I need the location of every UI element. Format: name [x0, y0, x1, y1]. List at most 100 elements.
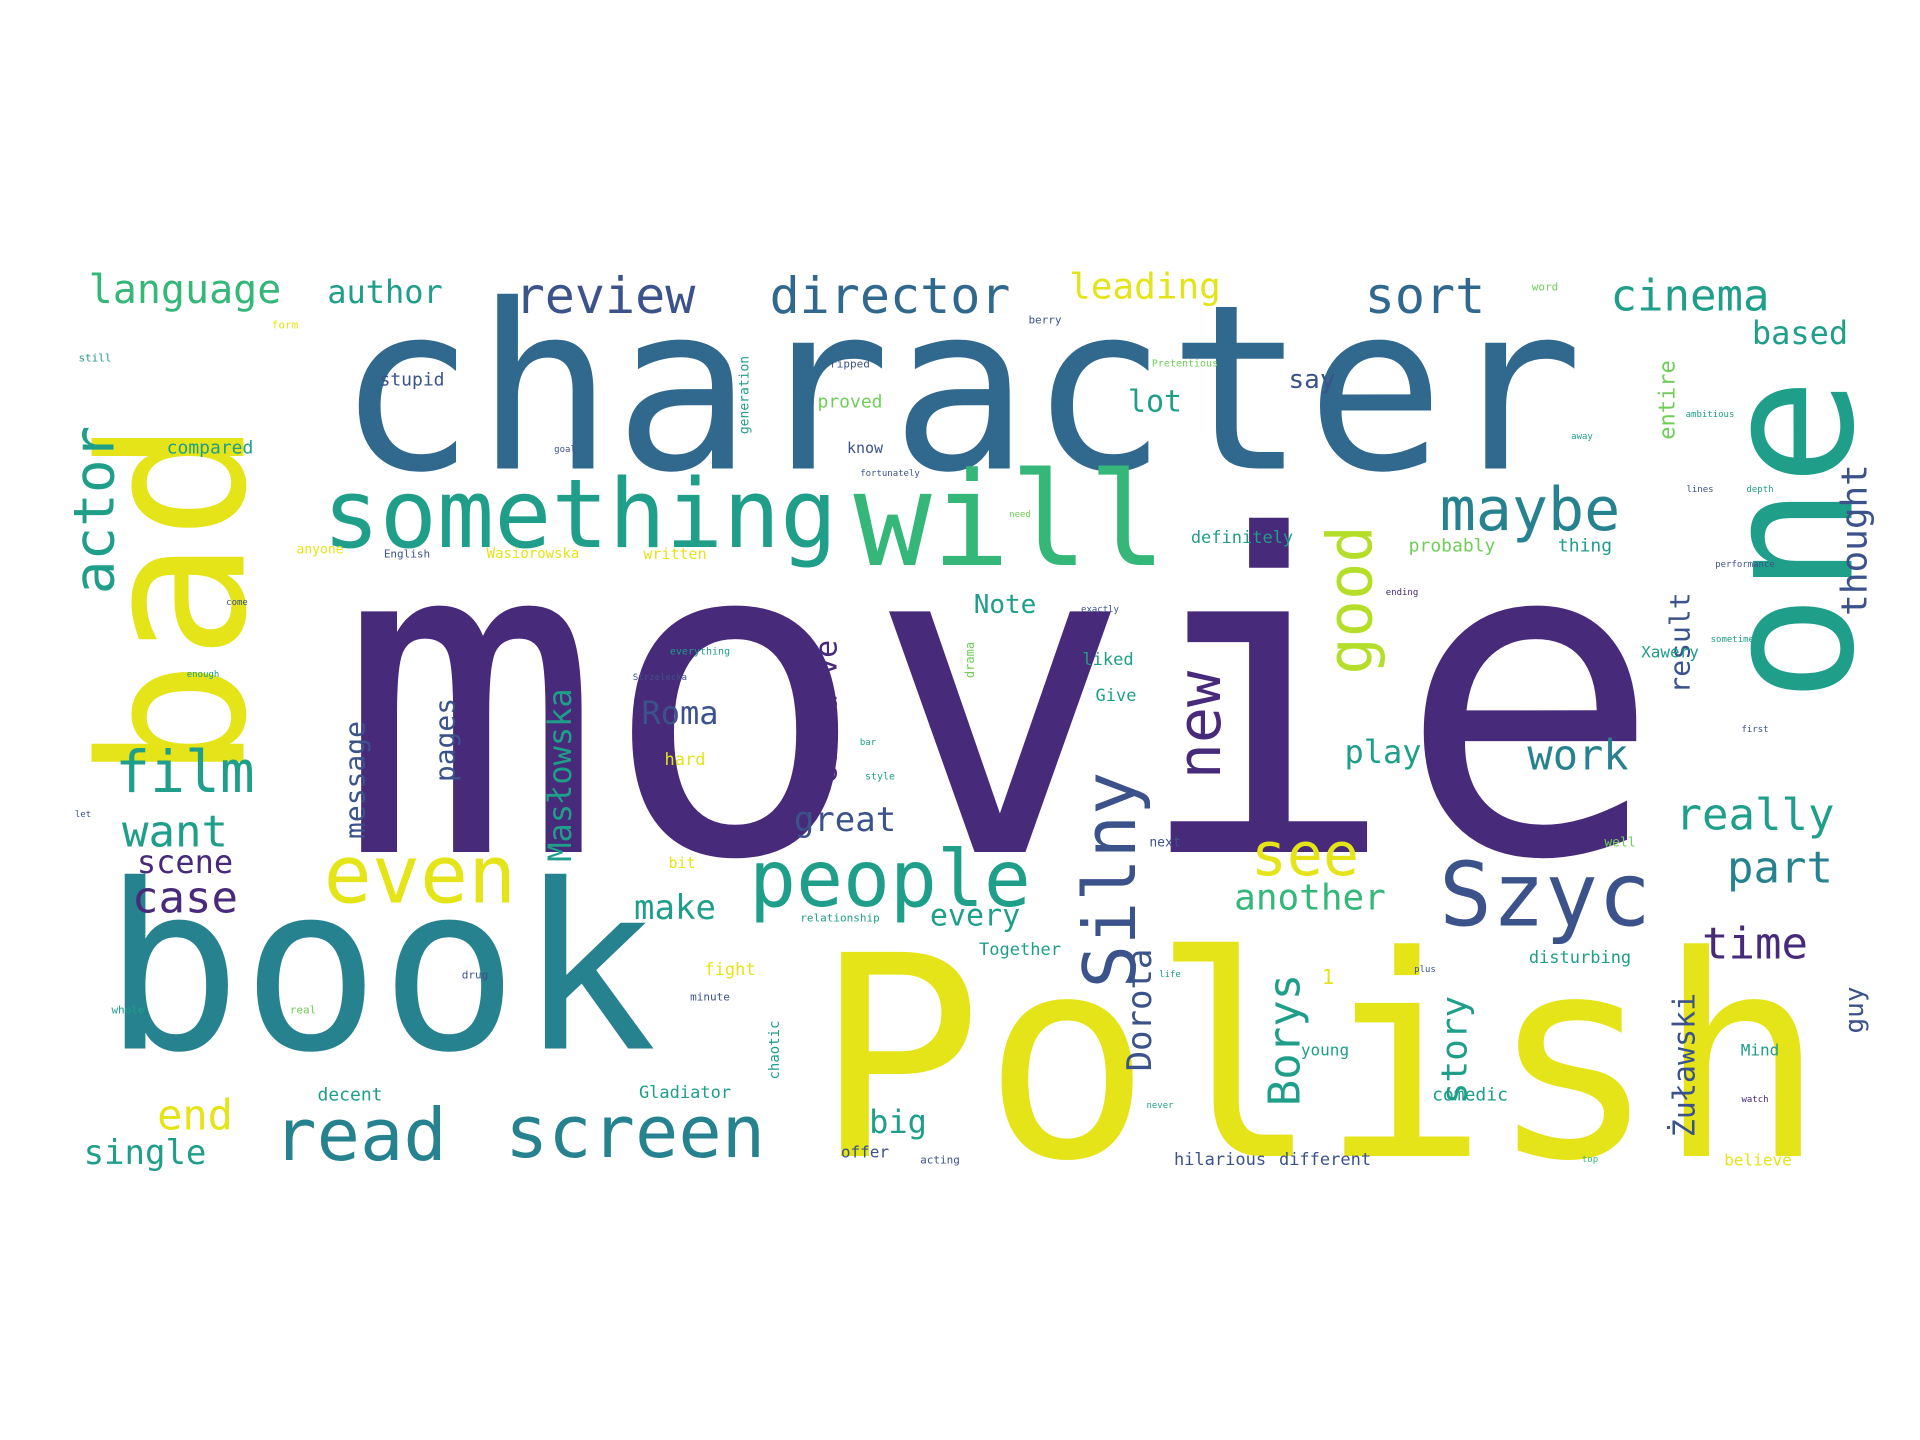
word-part: part	[1727, 843, 1833, 894]
word-drama: drama	[963, 642, 977, 678]
word-top: top	[1582, 1155, 1598, 1165]
word-polish: Polish	[814, 897, 1825, 1223]
word-definitely: definitely	[1191, 528, 1293, 548]
word-ambitious: ambitious	[1686, 410, 1735, 420]
word-young: young	[1301, 1041, 1349, 1060]
word-anyone: anyone	[297, 543, 344, 558]
word-mind: Mind	[1741, 1041, 1780, 1060]
word-bad: bad	[59, 419, 292, 780]
word-style: style	[865, 772, 895, 783]
word-1: 1	[1322, 965, 1334, 989]
word-english: English	[384, 548, 430, 561]
word-pretentious: Pretentious	[1152, 359, 1218, 370]
word-plus: plus	[1414, 965, 1436, 975]
word-actor: actor	[63, 426, 128, 595]
word-together: Together	[979, 940, 1061, 960]
word-silny: Silny	[1068, 772, 1152, 989]
word-decent: decent	[317, 1085, 382, 1106]
word-note: Note	[974, 590, 1037, 620]
word-life: life	[1159, 970, 1181, 980]
word-fortunately: fortunately	[860, 469, 920, 479]
word-lines: lines	[1686, 485, 1713, 495]
word-relationship: relationship	[800, 912, 879, 925]
word-offer: offer	[841, 1143, 890, 1162]
word-form: form	[272, 319, 299, 332]
word-result: result	[1664, 592, 1697, 693]
word-comedic: comedic	[1432, 1085, 1508, 1106]
word-story: story	[1435, 996, 1476, 1104]
word-need: need	[1009, 510, 1031, 520]
word-give: Give	[1096, 686, 1137, 706]
word-review: review	[515, 267, 697, 325]
word-watch: watch	[1741, 1095, 1768, 1105]
word-enough: enough	[187, 670, 220, 680]
word-hilarious: hilarious	[1174, 1150, 1266, 1170]
word-exactly: exactly	[1081, 605, 1120, 615]
word-want: want	[122, 807, 228, 858]
word-say: say	[1289, 365, 1336, 395]
word-word: word	[1532, 281, 1559, 294]
word-berry: berry	[1028, 314, 1061, 327]
word-chaotic: chaotic	[767, 1020, 783, 1079]
word-liked: liked	[1082, 650, 1133, 670]
word-probably: probably	[1409, 536, 1496, 557]
word-written: written	[643, 545, 706, 563]
word-people: people	[749, 835, 1031, 925]
word-maybe: maybe	[1440, 475, 1621, 545]
word-read: read	[273, 1093, 446, 1177]
word-drug: drug	[462, 969, 489, 982]
word-new: new	[1165, 670, 1235, 779]
word-work: work	[1527, 731, 1628, 780]
word-even: even	[324, 829, 517, 922]
word-see: see	[1251, 820, 1359, 890]
word-roma: Roma	[641, 694, 718, 732]
word-good: good	[1314, 525, 1387, 674]
word-could-ve: could've	[810, 640, 845, 785]
word-ripped: ripped	[830, 358, 870, 371]
word-sort: sort	[1365, 267, 1485, 325]
word-character: character	[337, 257, 1583, 524]
word-whole: whole	[111, 1004, 144, 1017]
word-screen: screen	[505, 1090, 765, 1174]
word-borys: Borys	[1260, 974, 1311, 1106]
word-szyc: Szyc	[1439, 844, 1651, 947]
word-entire: entire	[1656, 360, 1681, 439]
word-lot: lot	[1128, 385, 1182, 420]
word-thought: thought	[1835, 464, 1876, 616]
word-thing: thing	[1558, 536, 1612, 557]
word-author: author	[327, 273, 443, 311]
word-leading: leading	[1069, 267, 1221, 308]
word-movie: movie	[338, 444, 1663, 956]
word-end: end	[157, 1091, 233, 1140]
word-wasiorowska: Wasiorowska	[487, 546, 580, 562]
word-ending: ending	[1386, 588, 1419, 598]
word-compared: compared	[167, 438, 254, 459]
word-every: every	[930, 899, 1020, 934]
word-another: another	[1234, 878, 1386, 919]
word-stupid: stupid	[379, 370, 444, 391]
word-something: something	[323, 460, 838, 570]
word-scene: scene	[137, 843, 233, 881]
word-will: will	[853, 444, 1166, 596]
word-generation: generation	[738, 356, 753, 434]
word-believe: believe	[1724, 1151, 1791, 1170]
word-great: great	[794, 800, 896, 840]
word-first: first	[1741, 725, 1768, 735]
word-play: play	[1344, 733, 1421, 771]
word-dorota: Dorota	[1120, 949, 1160, 1072]
word-away: away	[1571, 432, 1593, 442]
word-book: book	[103, 837, 657, 1104]
word-well: well	[1604, 836, 1635, 851]
word-disturbing: disturbing	[1529, 948, 1631, 968]
word-guy: guy	[1840, 987, 1870, 1034]
word-minute: minute	[690, 991, 730, 1004]
word-still: still	[78, 352, 111, 365]
word-real: real	[290, 1004, 317, 1017]
word-mas-owska: Masłowska	[541, 688, 579, 861]
word-bar: bar	[860, 738, 877, 748]
word-strzelecka: Strzelecka	[633, 673, 687, 683]
word-bit: bit	[668, 854, 695, 872]
word-film: film	[115, 738, 255, 806]
